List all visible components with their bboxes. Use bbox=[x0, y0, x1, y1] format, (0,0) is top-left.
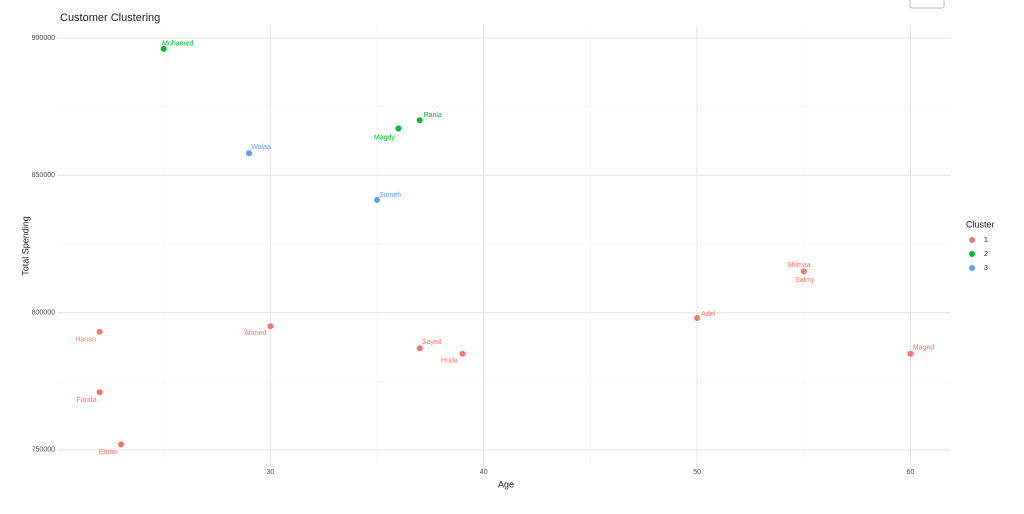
point-label: Salmy bbox=[795, 277, 815, 284]
point bbox=[160, 45, 167, 52]
point bbox=[246, 150, 253, 157]
point bbox=[416, 117, 423, 124]
point bbox=[118, 441, 125, 448]
point-label: Shimaa bbox=[787, 262, 811, 269]
y-tick-label: 900000 bbox=[32, 35, 55, 42]
legend-label: 1 bbox=[984, 237, 988, 244]
point bbox=[374, 196, 381, 203]
point bbox=[267, 323, 274, 330]
x-tick-label: 50 bbox=[693, 469, 701, 476]
x-tick-label: 60 bbox=[907, 469, 915, 476]
point-label: Maged bbox=[913, 345, 935, 352]
y-tick-label: 850000 bbox=[32, 172, 55, 179]
point bbox=[96, 389, 103, 396]
legend-key bbox=[969, 251, 975, 257]
legend-key bbox=[969, 237, 975, 243]
point-label: Mohamed bbox=[162, 41, 193, 48]
point-label: Magdy bbox=[374, 134, 396, 141]
point bbox=[907, 350, 914, 357]
y-tick-label: 800000 bbox=[32, 309, 55, 316]
point bbox=[96, 328, 103, 335]
legend-key bbox=[969, 265, 975, 271]
legend-title: Cluster bbox=[966, 219, 995, 229]
y-axis-title: Total Spending bbox=[20, 216, 30, 276]
legend-label: 2 bbox=[984, 251, 988, 258]
point-label: Eman bbox=[99, 449, 117, 456]
point bbox=[459, 350, 466, 357]
point-label: Walaa bbox=[251, 144, 271, 151]
point-label: Farida bbox=[77, 397, 97, 404]
grid bbox=[57, 25, 951, 465]
point-label: Sameh bbox=[379, 192, 401, 199]
legend-label: 3 bbox=[984, 265, 988, 272]
chart-title: Customer Clustering bbox=[60, 12, 160, 24]
point-label: Adel bbox=[701, 311, 715, 318]
point bbox=[395, 125, 402, 132]
x-tick-label: 30 bbox=[266, 469, 274, 476]
point-label: Hanan bbox=[75, 337, 96, 344]
point-label: Sayed bbox=[422, 339, 442, 346]
toolbar-button[interactable] bbox=[909, 0, 945, 9]
point-label: Rania bbox=[424, 112, 442, 119]
point bbox=[800, 268, 807, 275]
x-tick-label: 40 bbox=[480, 469, 488, 476]
point bbox=[694, 315, 701, 322]
y-tick-label: 750000 bbox=[32, 447, 55, 454]
x-axis-title: Age bbox=[498, 479, 514, 489]
point-label: Huda bbox=[441, 358, 458, 365]
point bbox=[416, 345, 423, 352]
point-label: Ahmed bbox=[244, 330, 266, 337]
